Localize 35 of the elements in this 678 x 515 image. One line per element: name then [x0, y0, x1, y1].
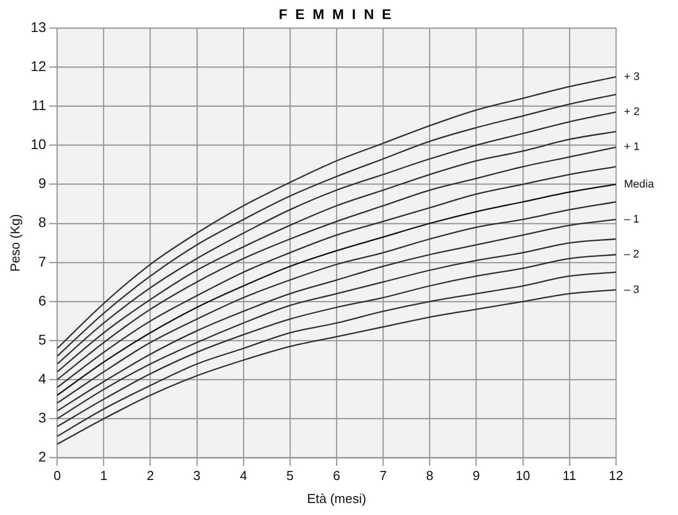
- y-tick-label: 4: [38, 370, 46, 387]
- x-tick-label: 7: [380, 468, 387, 484]
- chart-title: FEMMINE: [278, 6, 400, 22]
- x-axis-title: Età (mesi): [306, 490, 366, 506]
- y-axis-title: Peso (Kg): [7, 214, 22, 272]
- x-tick-label: 0: [54, 468, 61, 484]
- x-tick-label: 2: [146, 468, 154, 484]
- y-tick-label: 2: [38, 448, 46, 465]
- y-tick-label: 3: [38, 410, 46, 426]
- y-tick-label: 8: [38, 214, 46, 230]
- y-tick-label: 7: [38, 253, 46, 270]
- x-tick-label: 1: [100, 468, 108, 484]
- x-tick-label: 10: [516, 468, 530, 484]
- x-tick-label: 6: [332, 468, 340, 484]
- series-label: + 2: [624, 106, 640, 118]
- y-tick-label: 13: [30, 18, 46, 35]
- x-tick-label: 11: [562, 468, 576, 484]
- y-tick-label: 12: [30, 58, 46, 74]
- series-label: – 1: [624, 213, 640, 226]
- series-label: – 3: [624, 284, 640, 296]
- series-label: + 3: [624, 70, 640, 83]
- x-tick-label: 9: [472, 468, 480, 484]
- series-label: Media: [624, 178, 655, 190]
- y-tick-label: 5: [38, 331, 46, 348]
- x-tick-label: 3: [193, 468, 200, 484]
- y-tick-label: 11: [32, 97, 46, 114]
- x-tick-label: 12: [608, 468, 624, 484]
- x-tick-label: 8: [426, 468, 434, 484]
- x-tick-label: 4: [240, 468, 248, 484]
- y-tick-label: 6: [38, 292, 46, 308]
- y-tick-label: 9: [38, 175, 46, 192]
- y-tick-label: 10: [30, 136, 46, 152]
- series-label: – 2: [624, 248, 640, 261]
- series-label: + 1: [624, 141, 640, 154]
- x-tick-label: 5: [286, 468, 294, 484]
